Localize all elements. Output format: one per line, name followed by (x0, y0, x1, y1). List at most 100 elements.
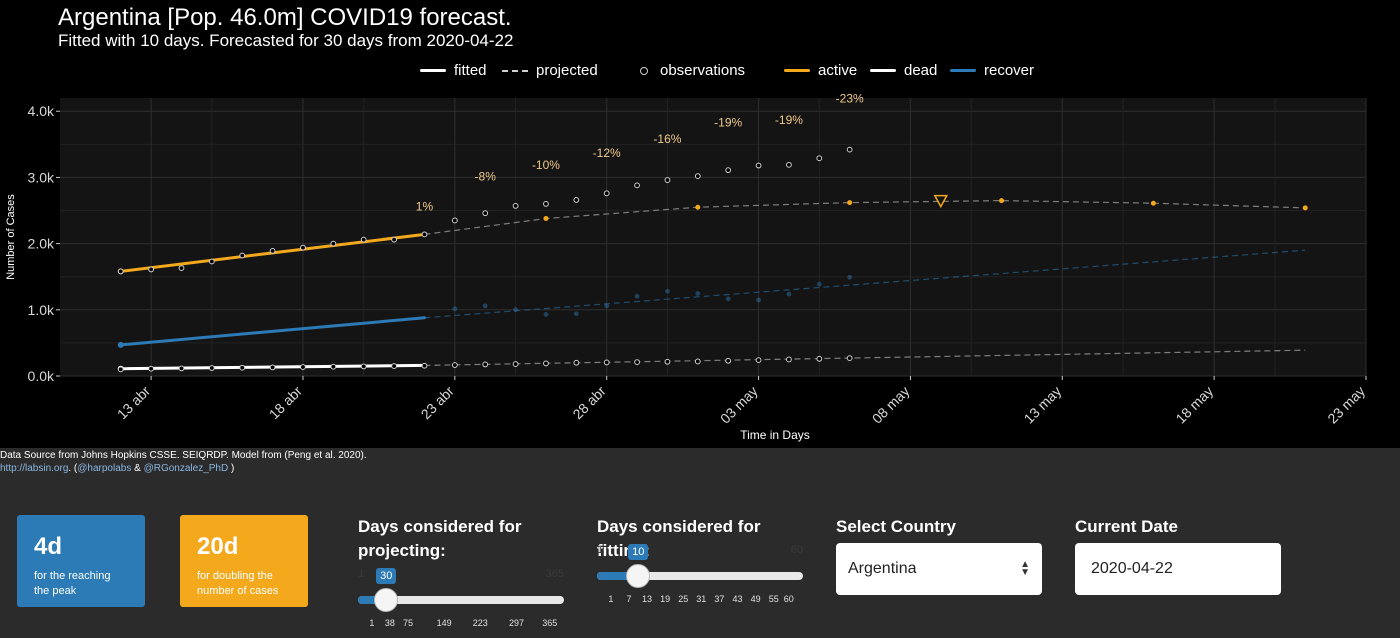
slider-tick-label: 25 (678, 594, 689, 604)
slider-tick-label: 365 (542, 618, 558, 628)
y-tick-label: 1.0k (28, 302, 55, 318)
projecting-max-label: 365 (545, 568, 564, 580)
peak-days-value: 4d (34, 533, 63, 560)
y-tick-label: 4.0k (28, 103, 55, 119)
observation-point (300, 244, 306, 251)
chart-area: 0.0k 1.0k 2.0k 3.0k 4.0k 13 abr 18 abr 23 abr 28… (0, 0, 1400, 448)
dead-observation-point (148, 365, 155, 372)
dead-observation-point (634, 359, 640, 366)
dead-observation-point (300, 364, 306, 370)
slider-tick-label: 13 (642, 594, 653, 604)
recover-observation (513, 307, 518, 313)
recover-observation (482, 303, 488, 309)
y-tick-label: 0.0k (28, 368, 55, 384)
fitting-slider-handle[interactable] (626, 564, 651, 588)
peak-marker (933, 194, 949, 209)
observation-point (755, 162, 762, 169)
active-projected-point (1302, 205, 1308, 211)
legend-projected: projected (502, 62, 598, 79)
recover-observation (847, 274, 853, 280)
x-tick-label: 13 may (1021, 383, 1065, 427)
recover-observation (665, 288, 670, 294)
dead-observation-point (512, 361, 519, 367)
dead-observation-point (178, 365, 185, 372)
observation-point (816, 155, 823, 162)
slider-tick-label: 1 (608, 594, 614, 604)
legend-observations-label: observations (660, 62, 746, 79)
x-tick-label: 18 may (1172, 383, 1216, 427)
observation-point (664, 177, 671, 183)
legend-active: active (784, 62, 857, 79)
x-tick-label: 23 abr (418, 383, 458, 423)
slider-tick-label: 31 (696, 594, 707, 604)
peak-days-box: 4d for the reaching the peak (17, 515, 145, 607)
legend-fitted: fitted (420, 62, 487, 79)
recover-observation (695, 291, 701, 296)
slider-tick-label: 37 (714, 594, 725, 604)
slider-tick-label: 43 (732, 594, 743, 604)
chart-subtitle: Fitted with 10 days. Forecasted for 30 d… (58, 31, 514, 50)
observation-point (269, 248, 276, 254)
fitting-slider-track[interactable] (597, 572, 803, 580)
observation-point (603, 190, 610, 197)
projecting-slider-handle[interactable] (374, 588, 399, 612)
slider-tick-label: 19 (660, 594, 671, 604)
legend-projected-label: projected (536, 62, 598, 79)
harpolabs-link[interactable]: @harpolabs (77, 463, 132, 474)
dead-observation-point (482, 361, 489, 368)
dead-observation-point (269, 364, 276, 371)
fitting-slider[interactable]: 1 60 10 1 7 13 19 25 31 37 43 49 55 60 (597, 542, 803, 606)
projecting-slider-track[interactable] (358, 596, 564, 604)
slider-tick-label: 297 (508, 618, 524, 628)
observation-point (543, 201, 549, 207)
dead-line-icon (870, 69, 896, 72)
legend-recover: recover (950, 62, 1034, 79)
projecting-slider[interactable]: 1 365 30 1 38 75 149 223 297 365 (358, 566, 564, 630)
observation-point (148, 266, 155, 273)
current-date-input[interactable] (1075, 543, 1281, 595)
growth-annotation: -12% (593, 146, 621, 160)
x-axis-label: Time in Days (740, 428, 810, 442)
slider-tick-label: 223 (472, 618, 488, 628)
slider-tick-label: 55 (768, 594, 779, 604)
observation-circle-icon (640, 66, 648, 75)
dead-observation-point (755, 357, 762, 364)
country-select[interactable]: Argentina ▲ ▼ (836, 543, 1042, 595)
observation-point (634, 182, 640, 189)
x-tick-label: 18 abr (266, 383, 306, 423)
observation-point (725, 167, 732, 174)
projecting-label: Days considered for projecting: (358, 517, 522, 560)
recover-fitted-line (119, 316, 426, 347)
legend-dead: dead (870, 62, 937, 79)
select-arrows-icon: ▲ ▼ (1020, 559, 1030, 578)
observation-point (391, 236, 397, 243)
y-tick-label: 2.0k (28, 236, 55, 252)
country-label: Select Country (836, 517, 956, 536)
growth-annotation: -16% (653, 132, 681, 146)
observation-point (360, 236, 367, 243)
dead-observation-point (603, 359, 610, 366)
labsin-link[interactable]: http://labsin.org (0, 463, 69, 474)
dead-observation-point (573, 359, 580, 366)
forecast-chart: 0.0k 1.0k 2.0k 3.0k 4.0k 13 abr 18 abr 23 abr 28… (5, 92, 1368, 442)
recover-observation (543, 312, 549, 317)
growth-annotation: -8% (475, 170, 497, 184)
legend-active-label: active (818, 62, 858, 79)
x-tick-label: 23 may (1324, 383, 1368, 427)
dead-observation-point (330, 363, 337, 370)
dead-observation-point (725, 357, 732, 364)
fitting-max-label: 60 (790, 544, 803, 556)
growth-annotation: -23% (836, 92, 864, 106)
date-label: Current Date (1075, 517, 1178, 536)
dead-observation-point (816, 355, 823, 362)
dead-observation-point (694, 358, 701, 365)
projecting-min-label: 1 (358, 568, 365, 580)
projecting-slider-fill (358, 596, 387, 604)
recover-observation (816, 281, 822, 287)
dead-observation-point (664, 358, 671, 365)
rgonzalez-link[interactable]: @RGonzalez_PhD (143, 463, 229, 474)
observation-point (573, 197, 580, 203)
legend-recover-label: recover (984, 62, 1035, 79)
slider-tick-label: 75 (402, 618, 413, 628)
x-tick-label: 08 may (869, 383, 913, 427)
